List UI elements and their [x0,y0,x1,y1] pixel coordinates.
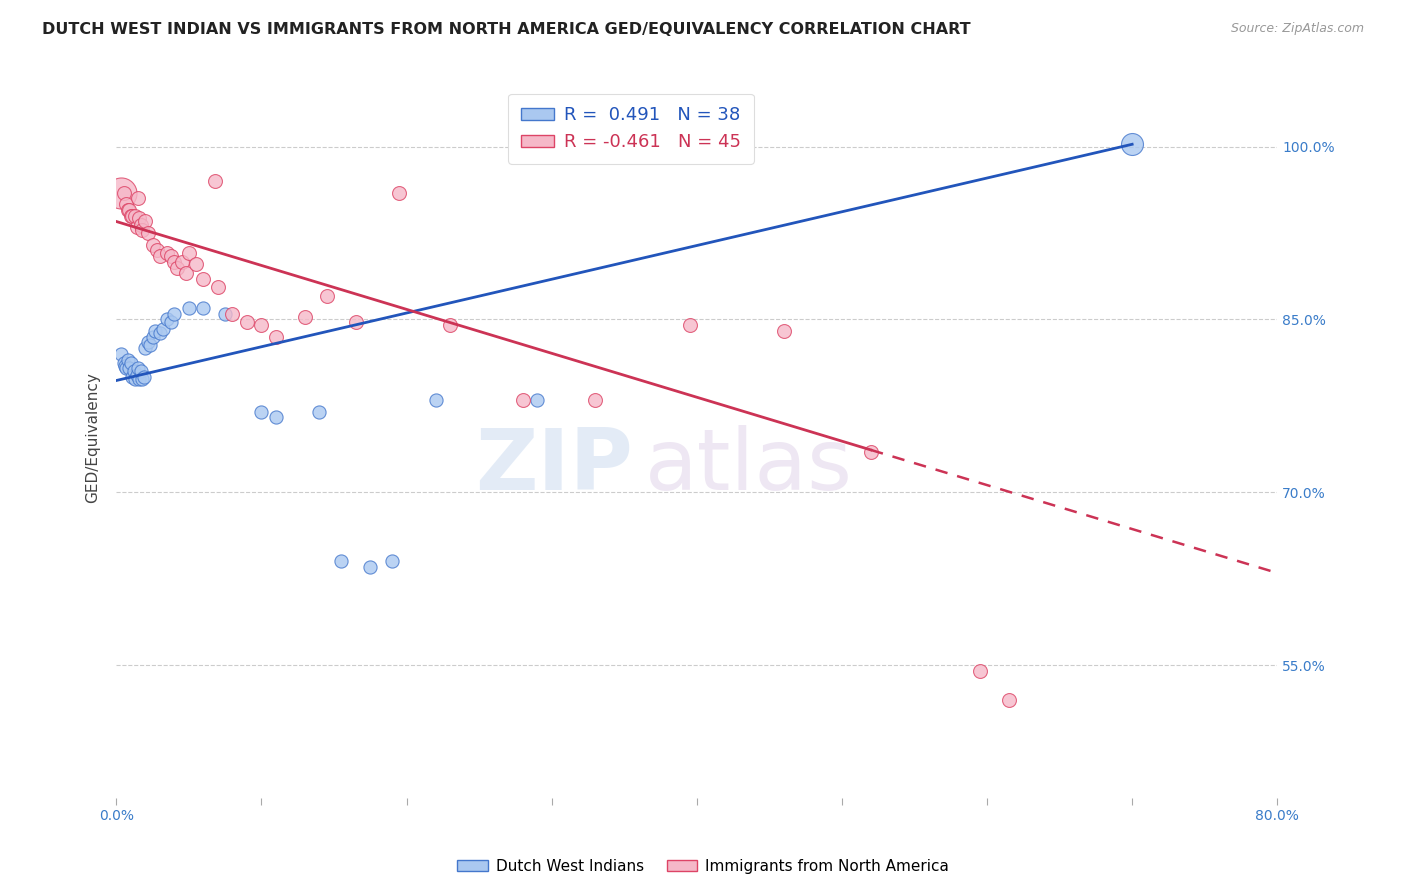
Point [122,364,145,378]
Point [114,359,136,373]
Point [264,329,287,343]
Point [134,341,156,355]
Point [142,329,165,343]
Point [308,404,330,418]
Point [110,347,132,361]
Point [125,220,148,235]
Legend: R =  0.491   N = 38, R = -0.461   N = 45: R = 0.491 N = 38, R = -0.461 N = 45 [509,94,754,164]
Text: DUTCH WEST INDIAN VS IMMIGRANTS FROM NORTH AMERICA GED/EQUIVALENCY CORRELATION C: DUTCH WEST INDIAN VS IMMIGRANTS FROM NOR… [42,22,970,37]
Point [294,310,316,325]
Point [138,338,160,352]
Point [136,226,159,240]
Point [214,307,236,321]
Point [110,186,132,200]
Point [132,370,155,384]
Point [129,364,152,378]
Point [160,315,183,329]
Point [207,280,229,294]
Point [250,318,273,333]
Point [997,692,1019,706]
Point [859,445,882,459]
Point [112,356,135,370]
Point [128,372,150,386]
Point [193,301,215,315]
Point [112,186,135,200]
Point [250,404,273,418]
Point [128,211,150,225]
Point [142,237,165,252]
Legend: Dutch West Indians, Immigrants from North America: Dutch West Indians, Immigrants from Nort… [451,853,955,880]
Point [145,324,167,338]
Point [152,321,174,335]
Point [177,301,200,315]
Point [388,186,411,200]
Point [170,255,193,269]
Point [512,393,534,408]
Point [124,372,146,386]
Point [134,214,156,228]
Point [117,202,139,217]
Point [174,266,197,280]
Point [118,202,141,217]
Point [359,560,381,574]
Point [236,315,259,329]
Point [163,307,186,321]
Point [425,393,447,408]
Point [146,244,169,258]
Point [131,372,153,386]
Text: atlas: atlas [644,425,852,508]
Point [127,191,149,205]
Point [330,554,353,568]
Point [149,249,172,263]
Point [204,174,226,188]
Point [184,257,207,271]
Point [160,249,183,263]
Point [117,352,139,367]
Point [125,368,148,382]
Point [381,554,404,568]
Point [131,222,153,236]
Text: Source: ZipAtlas.com: Source: ZipAtlas.com [1230,22,1364,36]
Point [773,324,796,338]
Point [115,360,138,375]
Point [163,255,186,269]
Point [156,245,179,260]
Point [526,393,548,408]
Point [120,209,142,223]
Point [129,218,152,232]
Point [124,209,146,223]
Point [121,209,143,223]
Point [969,664,991,678]
Point [115,197,138,211]
Point [344,315,367,329]
Point [264,410,287,425]
Point [156,312,179,326]
Point [221,307,243,321]
Point [121,370,143,384]
Text: ZIP: ZIP [475,425,633,508]
Point [193,272,215,286]
Point [439,318,461,333]
Point [120,356,142,370]
Y-axis label: GED/Equivalency: GED/Equivalency [86,372,100,503]
Point [118,360,141,375]
Point [166,260,188,275]
Point [315,289,337,303]
Point [127,360,149,375]
Point [678,318,700,333]
Point [583,393,606,408]
Point [177,245,200,260]
Point [149,326,172,341]
Point [136,335,159,350]
Point [1121,137,1143,152]
